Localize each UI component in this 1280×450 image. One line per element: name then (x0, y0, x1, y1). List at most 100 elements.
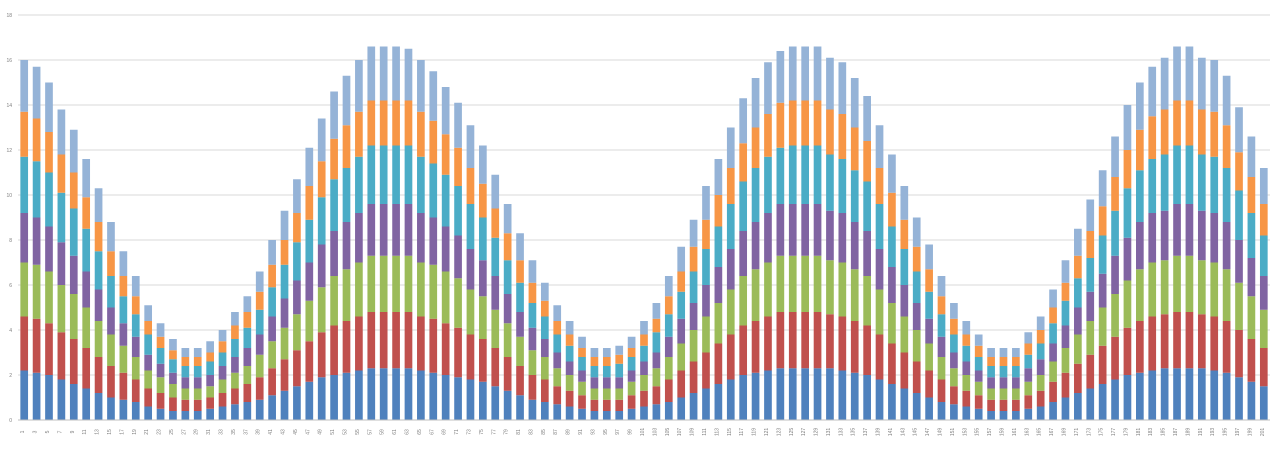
bar-segment-series-4 (293, 280, 301, 315)
bar-segment-series-7 (776, 51, 785, 103)
bar-segment-series-5 (82, 228, 91, 272)
bar-segment-series-3 (293, 314, 301, 351)
y-tick-label: 10 (6, 193, 12, 199)
bar-segment-series-1 (45, 375, 53, 420)
bar-segment-series-1 (1098, 384, 1107, 420)
x-tick-label: 129 (814, 428, 820, 437)
bar-segment-series-7 (330, 91, 338, 139)
bar-segment-series-3 (1049, 361, 1057, 382)
bar-segment-series-5 (1160, 154, 1169, 211)
bar-segment-series-3 (850, 269, 859, 321)
bar-segment-series-6 (1148, 116, 1157, 159)
bar-segment-series-5 (243, 327, 252, 348)
bar-segment-series-5 (640, 345, 648, 362)
x-tick-label: 85 (541, 429, 547, 435)
bar-segment-series-3 (962, 375, 971, 391)
bar-segment-series-4 (94, 289, 103, 321)
bar-segment-series-1 (950, 404, 958, 420)
bar-segment-series-5 (491, 237, 500, 276)
bar-segment-series-6 (82, 197, 91, 229)
x-tick-label: 133 (838, 428, 844, 437)
bar-segment-series-2 (156, 393, 165, 409)
bar-segment-series-1 (1222, 372, 1231, 420)
bar-segment-series-5 (925, 291, 933, 319)
bar-segment-series-2 (82, 348, 91, 389)
bar-segment-series-7 (454, 102, 462, 148)
x-tick-label: 199 (1247, 428, 1253, 437)
bar-segment-series-1 (454, 377, 462, 420)
bar-segment-series-6 (974, 345, 983, 357)
bar-segment-series-5 (615, 363, 624, 378)
bar-segment-series-1 (69, 384, 78, 420)
bar-segment-series-1 (417, 370, 425, 420)
bar-segment-series-1 (677, 397, 686, 420)
bar-segment-series-1 (57, 379, 66, 420)
x-tick-label: 69 (442, 429, 448, 435)
bar-segment-series-2 (169, 397, 177, 411)
bar-segment-series-4 (937, 336, 946, 357)
bar-segment-series-1 (1074, 393, 1082, 420)
bar-segment-series-6 (1197, 109, 1206, 155)
bar-segment-series-1 (590, 411, 599, 420)
bar-segment-series-6 (1098, 206, 1107, 236)
bar-segment-series-2 (987, 399, 995, 411)
bar-segment-series-6 (863, 141, 871, 182)
bar-segment-series-5 (875, 204, 884, 249)
bar-segment-series-3 (392, 255, 400, 312)
bar-segment-series-6 (1259, 204, 1268, 236)
bar-segment-series-7 (950, 303, 958, 319)
bar-segment-series-4 (243, 348, 252, 366)
bar-segment-series-7 (615, 345, 624, 355)
bar-segment-series-4 (1086, 291, 1095, 321)
y-tick-label: 4 (9, 328, 12, 334)
bar-segment-series-2 (417, 316, 425, 371)
bar-segment-series-6 (702, 219, 710, 249)
x-tick-label: 25 (169, 429, 175, 435)
bar-segment-series-2 (330, 325, 338, 375)
bar-segment-series-1 (404, 368, 413, 420)
bar-segment-series-4 (565, 361, 574, 375)
bar-segment-series-3 (590, 388, 599, 400)
x-tick-label: 153 (962, 428, 968, 437)
bar-segment-series-7 (875, 125, 884, 168)
bar-segment-series-6 (1049, 307, 1057, 324)
bar-segment-series-7 (280, 210, 289, 240)
bar-segment-series-1 (516, 395, 524, 420)
bar-segment-series-4 (20, 213, 29, 263)
bar-segment-series-7 (540, 282, 549, 301)
bar-segment-series-3 (726, 289, 735, 335)
x-tick-label: 169 (1061, 428, 1067, 437)
bar-segment-series-5 (1074, 278, 1082, 308)
bar-segment-series-6 (317, 161, 326, 198)
bar-segment-series-4 (664, 336, 673, 357)
bar-segment-series-4 (491, 276, 500, 310)
bar-segment-series-1 (640, 406, 648, 420)
bar-segment-series-2 (801, 312, 809, 369)
bar-segment-series-2 (702, 352, 710, 389)
bar-segment-series-5 (1098, 235, 1107, 274)
bar-segment-series-4 (280, 298, 289, 328)
bar-segment-series-3 (1136, 269, 1144, 321)
bar-segment-series-2 (627, 395, 636, 409)
bar-segment-series-6 (293, 213, 301, 243)
bar-segment-series-6 (540, 300, 549, 317)
x-tick-label: 1 (20, 430, 26, 433)
bar-segment-series-7 (404, 48, 413, 101)
bar-segment-series-2 (144, 388, 153, 407)
bar-segment-series-1 (1210, 370, 1219, 420)
bar-segment-series-3 (94, 321, 103, 357)
bar-segment-series-2 (578, 395, 586, 409)
bar-segment-series-5 (1049, 323, 1057, 344)
x-tick-label: 139 (876, 428, 882, 437)
bar-segment-series-1 (788, 368, 797, 420)
x-tick-label: 145 (913, 428, 919, 437)
bar-segment-series-7 (553, 305, 562, 321)
bar-segment-series-6 (1185, 100, 1194, 146)
bar-segment-series-6 (937, 296, 946, 315)
x-tick-label: 185 (1161, 428, 1167, 437)
bar-segment-series-1 (813, 368, 822, 420)
x-tick-label: 7 (57, 430, 63, 433)
bar-segment-series-1 (888, 384, 896, 420)
bar-segment-series-5 (578, 357, 586, 371)
bar-segment-series-1 (280, 390, 289, 420)
